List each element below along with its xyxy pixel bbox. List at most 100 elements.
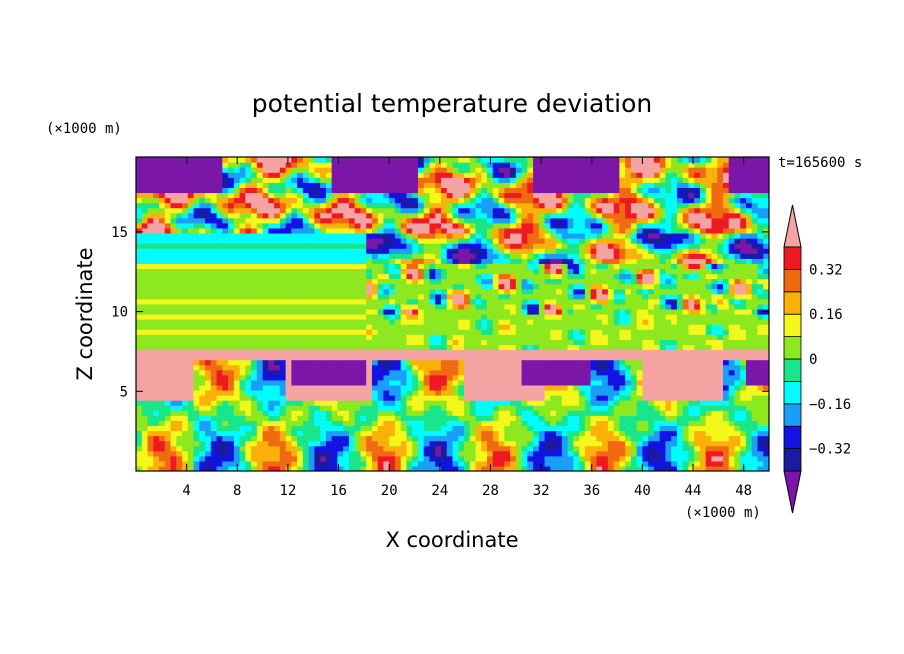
field-cell [498, 455, 505, 462]
field-cell [377, 288, 385, 295]
field-cell [464, 369, 471, 376]
field-cell [435, 455, 442, 462]
field-cell [262, 389, 269, 396]
field-cell [498, 465, 505, 471]
field-cell [400, 410, 408, 416]
field-cell [487, 415, 494, 421]
field-cell [630, 339, 638, 345]
field-cell [406, 253, 413, 259]
field-cell [458, 369, 465, 376]
field-cell [475, 308, 482, 315]
field-cell [147, 445, 154, 452]
field-cell [538, 339, 546, 345]
field-cell [533, 283, 540, 290]
field-cell [228, 278, 235, 285]
field-cell [348, 389, 356, 396]
field-cell [728, 465, 736, 471]
field-cell [458, 440, 465, 447]
field-cell [487, 334, 494, 340]
field-cell [141, 303, 149, 310]
field-cell [596, 298, 603, 305]
field-cell [515, 465, 523, 471]
field-cell [694, 415, 701, 421]
field-cell [147, 450, 154, 457]
field-cell [533, 293, 540, 300]
field-cell [636, 334, 643, 340]
field-cell [205, 400, 212, 406]
field-cell [400, 334, 408, 340]
field-cell [694, 460, 701, 467]
field-cell [337, 308, 344, 315]
field-cell [228, 364, 235, 371]
field-cell [642, 395, 649, 401]
field-cell [435, 354, 442, 361]
field-cell [665, 344, 672, 351]
field-cell [199, 334, 206, 340]
field-cell [498, 243, 505, 249]
field-cell [256, 440, 264, 447]
field-cell [446, 430, 454, 437]
field-cell [734, 379, 741, 386]
field-cell [579, 465, 586, 471]
field-cell [688, 465, 695, 471]
field-cell [734, 293, 741, 300]
field-cell [308, 298, 315, 305]
field-cell [302, 435, 310, 442]
field-cell [222, 248, 229, 254]
field-cell [389, 273, 396, 280]
field-cell [268, 308, 275, 315]
field-cell [435, 293, 442, 300]
field-cell [613, 389, 620, 396]
field-cell [699, 263, 707, 270]
field-cell [504, 435, 511, 442]
field-cell [458, 298, 465, 305]
field-cell [671, 369, 678, 376]
field-cell [193, 405, 200, 411]
field-cell [320, 314, 327, 320]
field-cell [285, 288, 292, 295]
field-cell [302, 258, 310, 264]
field-cell [297, 450, 304, 457]
field-cell [233, 460, 241, 467]
field-cell [573, 389, 580, 396]
field-cell [619, 364, 626, 371]
field-cell [527, 349, 534, 356]
field-cell [498, 298, 505, 305]
field-cell [653, 324, 661, 330]
field-cell [625, 273, 632, 280]
field-cell [417, 288, 425, 295]
field-cell [394, 273, 402, 280]
field-cell [688, 349, 695, 356]
field-cell [285, 319, 292, 325]
field-cell [164, 329, 172, 335]
field-cell [745, 430, 753, 437]
field-cell [734, 374, 741, 381]
field-cell [567, 349, 574, 356]
field-cell [561, 258, 569, 264]
field-cell [291, 319, 298, 325]
field-cell [159, 364, 166, 371]
field-cell [613, 415, 620, 421]
field-cell [763, 303, 769, 310]
field-cell [383, 288, 390, 295]
field-cell [164, 319, 172, 325]
field-cell [141, 268, 149, 275]
field-cell [297, 425, 304, 432]
field-cell [521, 344, 528, 351]
field-cell [291, 344, 298, 351]
field-cell [417, 455, 425, 462]
field-cell [182, 248, 189, 254]
field-cell [164, 238, 172, 244]
field-cell [596, 430, 603, 437]
field-cell [366, 298, 373, 305]
field-cell [745, 460, 753, 467]
field-cell [164, 405, 172, 411]
field-cell [676, 354, 684, 361]
field-cell [613, 369, 620, 376]
field-cell [613, 288, 620, 295]
field-cell [251, 395, 258, 401]
field-cell [625, 379, 632, 386]
field-cell [320, 389, 327, 396]
field-cell [320, 410, 327, 416]
field-cell [527, 248, 534, 254]
